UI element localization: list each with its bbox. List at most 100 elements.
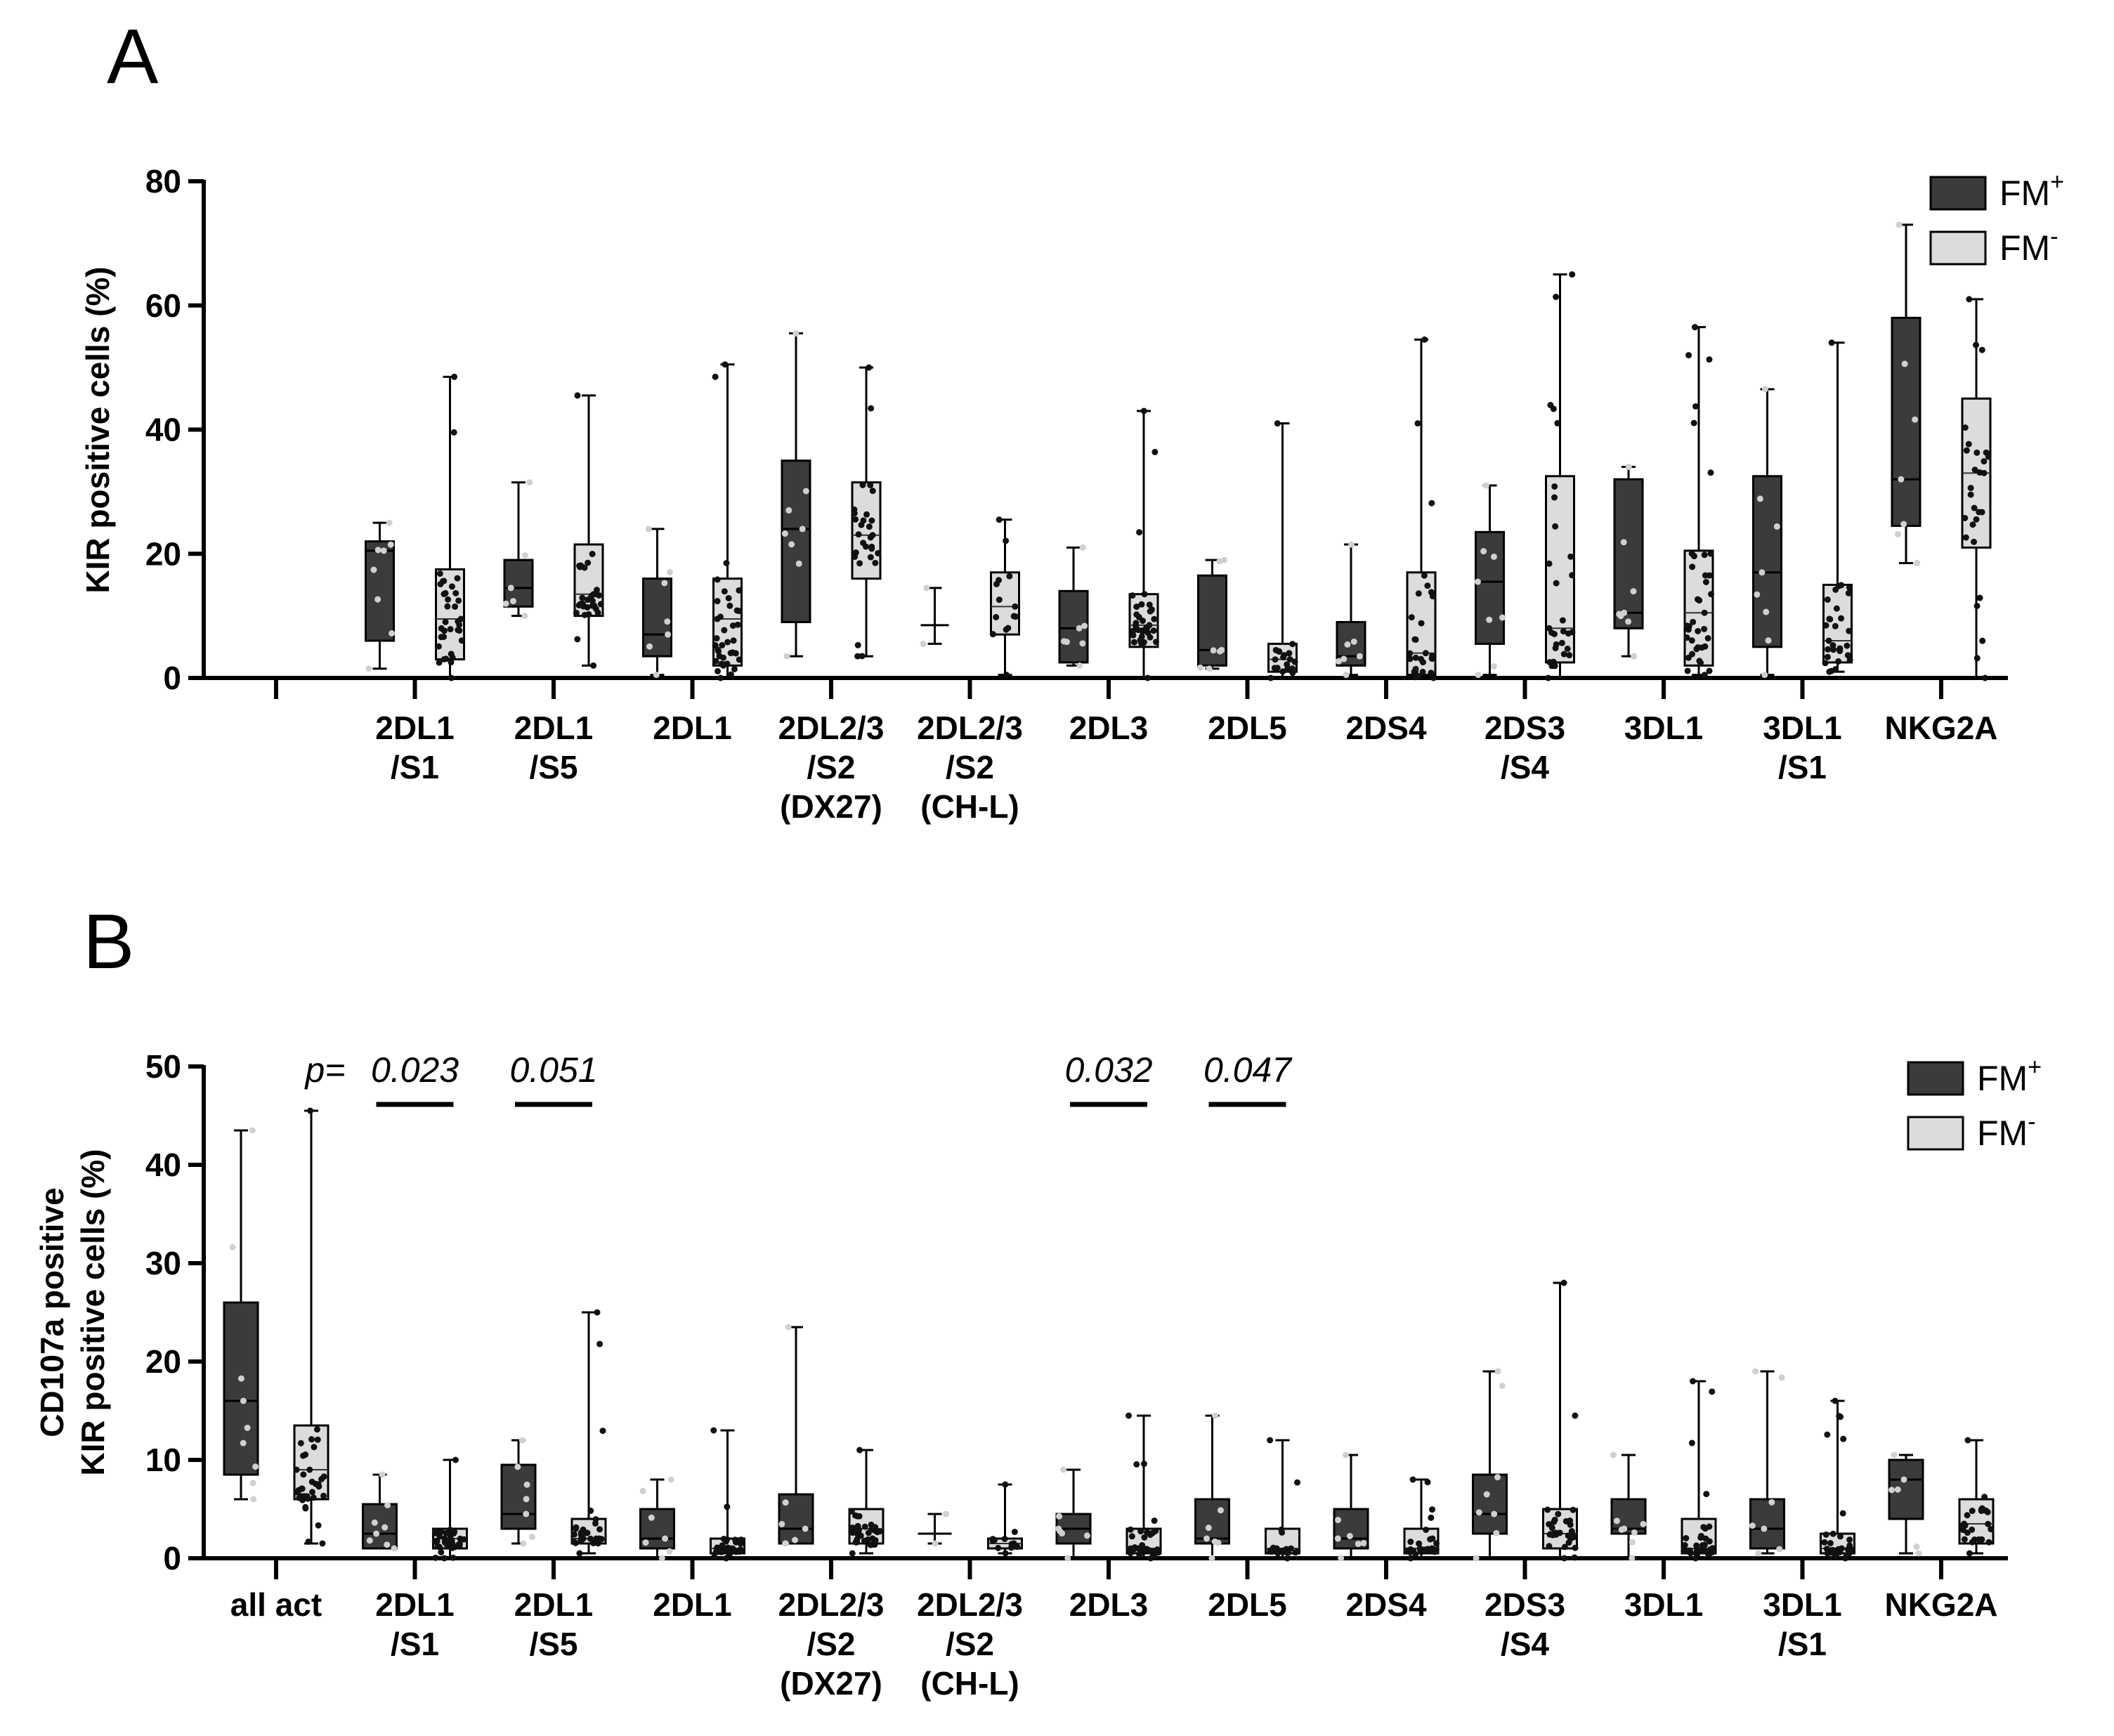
data-point xyxy=(460,1536,467,1543)
data-point xyxy=(455,618,462,625)
data-point xyxy=(1564,645,1571,652)
data-point xyxy=(717,674,724,681)
data-point xyxy=(1565,630,1572,637)
data-point xyxy=(859,653,866,660)
data-point xyxy=(592,1515,599,1522)
data-point xyxy=(1428,500,1435,507)
data-point xyxy=(507,585,514,592)
data-point xyxy=(1144,629,1151,637)
data-point xyxy=(572,1525,579,1532)
data-point xyxy=(436,1529,443,1536)
x-tick-label: 2DL1 xyxy=(375,1586,454,1623)
data-point xyxy=(1205,1525,1212,1532)
data-point xyxy=(448,659,455,666)
data-point xyxy=(294,1489,301,1496)
data-point xyxy=(1137,1528,1144,1535)
data-point xyxy=(1688,651,1695,658)
data-point xyxy=(1981,458,1988,465)
data-point xyxy=(1969,1539,1976,1546)
data-point xyxy=(1836,1533,1844,1540)
data-point xyxy=(1128,1548,1135,1555)
data-point xyxy=(572,1539,579,1546)
data-point xyxy=(240,1397,247,1404)
x-tick-label: /S1 xyxy=(391,1626,439,1662)
data-point xyxy=(1288,1545,1295,1552)
x-tick-label: 2DL3 xyxy=(1069,710,1148,746)
data-point xyxy=(856,560,863,567)
data-point xyxy=(1279,668,1286,675)
x-tick-label: (CH-L) xyxy=(920,788,1019,825)
data-point xyxy=(1695,644,1702,651)
data-point xyxy=(444,603,451,610)
data-point xyxy=(315,1522,322,1529)
legend-label-base: FM xyxy=(1999,228,2050,268)
x-tick-label: 2DL2/3 xyxy=(778,710,885,746)
legend-label-superscript: - xyxy=(2050,223,2058,250)
data-point xyxy=(860,540,867,547)
data-point xyxy=(1566,652,1573,659)
data-point xyxy=(1959,1522,1966,1529)
data-point xyxy=(523,1496,530,1503)
data-point xyxy=(1976,594,1983,601)
data-point xyxy=(721,627,728,634)
box-fm-minus xyxy=(1265,1437,1301,1562)
data-point xyxy=(302,1503,309,1510)
data-point xyxy=(590,662,597,669)
data-point xyxy=(849,1550,856,1557)
iqr-box xyxy=(1472,1473,1508,1535)
data-point xyxy=(576,1550,583,1557)
x-tick-label: 2DL1 xyxy=(375,710,454,746)
legend-swatch-fm-plus xyxy=(1929,176,1987,211)
data-point xyxy=(1756,495,1763,502)
data-point xyxy=(1553,580,1560,587)
data-point xyxy=(250,1496,257,1503)
box-fm-plus xyxy=(781,330,811,660)
legend-label-superscript: + xyxy=(2050,169,2064,195)
data-point xyxy=(1616,611,1623,618)
data-point xyxy=(1151,1553,1158,1560)
data-point xyxy=(1706,356,1713,363)
data-point xyxy=(1196,664,1203,671)
box-fm-minus xyxy=(987,1481,1023,1557)
data-point xyxy=(858,521,865,528)
data-point xyxy=(851,510,858,517)
panel-b: B CD107a positive KIR positive cells (%) 0 1… xyxy=(34,899,2042,1702)
data-point xyxy=(1979,637,1986,644)
data-point xyxy=(920,640,927,647)
data-point xyxy=(379,1471,386,1478)
data-point xyxy=(732,650,739,657)
box-fm-minus xyxy=(1542,1279,1579,1562)
data-point xyxy=(1416,1540,1423,1547)
box-fm-plus xyxy=(1888,1451,1924,1557)
y-tick-label: 60 xyxy=(145,287,181,324)
data-point xyxy=(1499,1383,1506,1390)
data-point xyxy=(1778,1374,1785,1381)
data-point xyxy=(1338,1555,1345,1562)
legend-label: FM- xyxy=(1977,1109,2036,1153)
box-fm-minus xyxy=(1958,1437,1995,1557)
data-point xyxy=(1554,419,1561,426)
data-point xyxy=(1825,637,1832,644)
data-point xyxy=(1964,1512,1971,1519)
x-tick-label: all act xyxy=(230,1586,322,1623)
box-fm-plus xyxy=(1610,1451,1647,1562)
data-point xyxy=(1493,1529,1500,1536)
legend-label: FM+ xyxy=(1977,1054,2042,1098)
data-point xyxy=(297,1440,304,1447)
data-point xyxy=(1128,1533,1135,1540)
data-point xyxy=(1560,1279,1567,1286)
data-point xyxy=(1969,521,1976,528)
data-point xyxy=(1845,589,1852,596)
data-point xyxy=(1210,647,1217,654)
data-point xyxy=(1076,662,1083,669)
data-point xyxy=(523,1510,530,1518)
data-point xyxy=(1823,1546,1830,1553)
data-point xyxy=(1561,1555,1568,1562)
data-point xyxy=(1499,614,1506,621)
iqr-box xyxy=(365,540,395,642)
data-point xyxy=(1898,476,1905,483)
data-point xyxy=(441,655,448,663)
box-fm-minus xyxy=(431,1456,468,1562)
data-point xyxy=(1824,653,1831,660)
